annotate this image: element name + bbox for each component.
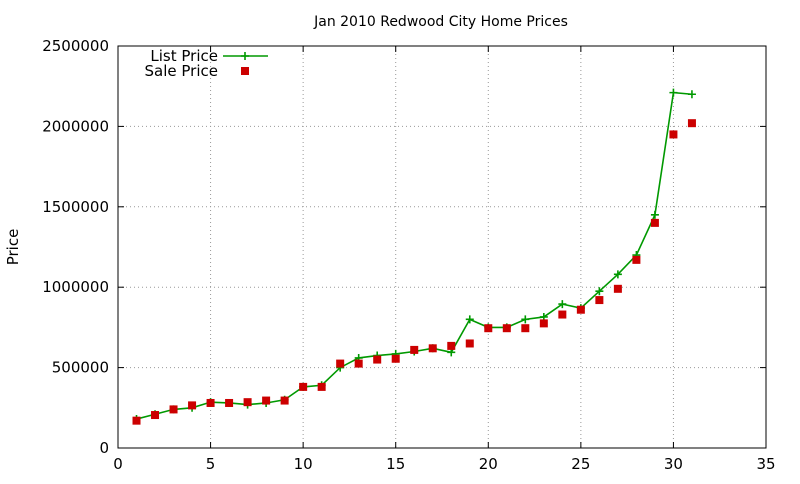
sale-price-point: [687, 119, 696, 128]
list-price-point: [669, 88, 678, 97]
list-price-point: [595, 287, 604, 296]
x-tick-label: 15: [386, 455, 405, 473]
sale-price-point: [373, 355, 382, 364]
sale-price-point: [539, 319, 548, 328]
list-price-point: [465, 315, 474, 324]
list-price-point: [687, 90, 696, 99]
x-tick-label: 10: [294, 455, 313, 473]
sale-price-point: [280, 396, 289, 405]
legend: List Price Sale Price: [145, 47, 268, 80]
y-tick-label: 1000000: [42, 278, 109, 296]
sale-price-point: [391, 354, 400, 363]
legend-label-list-price: List Price: [150, 47, 218, 65]
sale-price-point: [595, 296, 604, 305]
sale-price-point: [151, 411, 160, 420]
sale-price-point: [132, 416, 141, 425]
sale-price-point: [206, 398, 215, 407]
sale-price-point: [336, 359, 345, 368]
y-tick-label: 0: [99, 439, 109, 457]
sale-price-point: [447, 341, 456, 350]
legend-label-sale-price: Sale Price: [145, 62, 218, 80]
sale-price-point: [632, 255, 641, 264]
y-tick-label: 2000000: [42, 117, 109, 135]
sale-price-point: [354, 359, 363, 368]
sale-price-point: [521, 324, 530, 333]
sale-price-point: [188, 401, 197, 410]
sale-price-point: [410, 345, 419, 354]
sale-price-point: [669, 130, 678, 139]
list-price-point: [613, 270, 622, 279]
list-price-line: [136, 91, 693, 420]
y-tick-label: 2500000: [42, 37, 109, 55]
sale-price-point: [317, 382, 326, 391]
sale-price-point: [262, 396, 271, 405]
series-layer: [132, 88, 696, 425]
sale-price-point: [502, 324, 511, 333]
sale-price-point: [650, 218, 659, 227]
sale-price-point: [613, 284, 622, 293]
y-axis-label: Price: [4, 229, 22, 266]
plot-border: [117, 45, 767, 449]
sale-price-point: [169, 405, 178, 414]
sale-price-point: [576, 305, 585, 314]
sale-price-point: [484, 324, 493, 333]
tick-layer: 0 5 10 15 20 25 30 35 0 500000 1000000 1500000 20000…: [42, 37, 775, 473]
sale-price-point: [299, 382, 308, 391]
legend-marker-list-price: [241, 52, 249, 60]
y-tick-label: 500000: [52, 359, 109, 377]
x-tick-label: 5: [206, 455, 216, 473]
sale-price-point: [558, 310, 567, 319]
sale-price-point: [225, 398, 234, 407]
chart-title: Jan 2010 Redwood City Home Prices: [313, 14, 568, 30]
legend-marker-sale-price: [241, 67, 249, 75]
list-price-point: [521, 315, 530, 324]
sale-price-point: [243, 398, 252, 407]
x-tick-label: 0: [113, 455, 123, 473]
x-tick-label: 25: [571, 455, 590, 473]
x-tick-label: 20: [479, 455, 498, 473]
sale-price-point: [428, 344, 437, 353]
list-price-point: [558, 300, 567, 309]
grid-layer: [118, 46, 766, 448]
x-tick-label: 30: [664, 455, 683, 473]
list-price-point: [650, 210, 659, 219]
y-tick-label: 1500000: [42, 198, 109, 216]
sale-price-point: [465, 339, 474, 348]
x-tick-label: 35: [756, 455, 775, 473]
